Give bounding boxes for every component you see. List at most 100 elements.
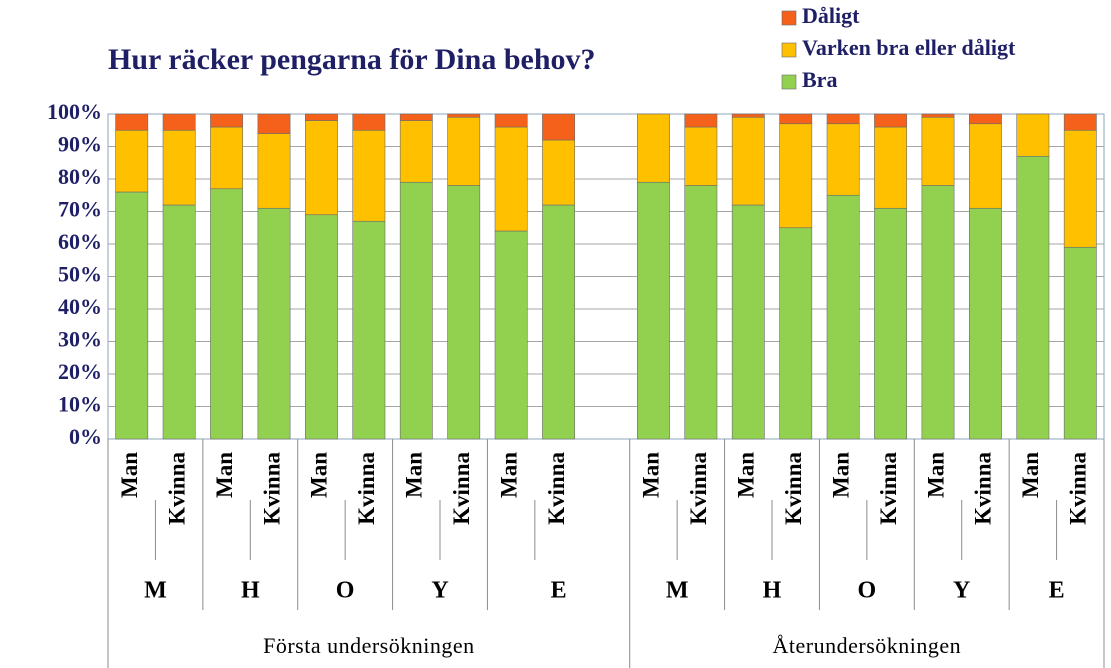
bar-segment [542, 204, 575, 440]
x-tick-label: Kvinna [1066, 452, 1091, 525]
x-tick-label: Man [1018, 452, 1043, 498]
bar-segment [447, 185, 481, 440]
x-tick-label: Kvinna [686, 452, 711, 525]
bar-segment [352, 220, 386, 440]
bar-segment [447, 116, 481, 186]
bar-segment [874, 113, 907, 128]
bar-segment [115, 113, 149, 131]
x-tick-label: Kvinna [544, 452, 569, 525]
group-label: M [144, 578, 167, 604]
bar-segment [305, 214, 338, 440]
super-group-label: Första undersökningen [263, 633, 475, 658]
y-tick-label: 40% [58, 294, 102, 319]
x-tick-label: Man [307, 452, 332, 498]
bar-segment [874, 207, 907, 440]
bar-segment [494, 126, 528, 232]
bar-segment [779, 123, 813, 229]
bar-segment [637, 181, 670, 440]
y-tick-label: 80% [58, 164, 102, 189]
y-tick-label: 100% [47, 99, 102, 124]
bar-segment [210, 113, 243, 128]
bar-segment [305, 113, 338, 121]
legend-label: Bra [802, 67, 837, 92]
x-tick-label: Kvinna [876, 452, 901, 525]
bar-segment [542, 139, 575, 206]
bar-segment [731, 116, 765, 206]
bar-segment [826, 113, 860, 125]
x-tick-label: Man [117, 452, 142, 498]
group-label: H [241, 578, 260, 604]
x-tick-label: Man [402, 452, 427, 498]
bar-segment [684, 113, 718, 128]
bar-segment [162, 113, 196, 131]
bar-segment [826, 194, 860, 440]
group-label: Y [431, 578, 448, 604]
bar-segment [684, 126, 718, 186]
bar-segment [921, 113, 955, 118]
x-tick-label: Kvinna [781, 452, 806, 525]
bar-segment [542, 113, 575, 141]
x-tick-label: Kvinna [971, 452, 996, 525]
legend-label: Dåligt [802, 3, 860, 28]
y-tick-label: 60% [58, 229, 102, 254]
bar-segment [779, 227, 813, 440]
x-tick-label: Man [212, 452, 237, 498]
bar-segment [115, 129, 149, 193]
bar-segment [399, 120, 433, 183]
bar-segment [874, 126, 907, 209]
x-tick-label: Man [639, 452, 664, 498]
super-group-label: Återundersökningen [773, 633, 962, 658]
x-tick-label: Man [828, 452, 853, 498]
group-label: H [763, 578, 782, 604]
y-tick-label: 0% [69, 424, 102, 449]
bar-segment [115, 191, 149, 440]
bar-segment [826, 123, 860, 196]
bar-segment [494, 230, 528, 440]
y-tick-label: 50% [58, 262, 102, 287]
group-label: O [336, 578, 355, 604]
bar-segment [257, 113, 291, 134]
bar-segment [1063, 113, 1097, 131]
bar-segment [399, 113, 433, 121]
y-tick-label: 10% [58, 392, 102, 417]
bar-segment [969, 113, 1002, 125]
bar-segment [684, 185, 718, 440]
bar-segment [1063, 246, 1097, 440]
bar-segment [257, 133, 291, 209]
y-tick-label: 20% [58, 359, 102, 384]
x-tick-label: Man [496, 452, 521, 498]
bar-segment [921, 185, 955, 440]
x-tick-label: Kvinna [449, 452, 474, 525]
bar-segment [352, 113, 386, 131]
y-tick-label: 70% [58, 197, 102, 222]
bar-segment [162, 204, 196, 440]
legend-swatch [781, 42, 797, 58]
group-label: E [1049, 578, 1065, 604]
group-label: E [551, 578, 567, 604]
y-tick-label: 30% [58, 327, 102, 352]
legend-swatch [781, 74, 797, 90]
x-tick-label: Man [734, 452, 759, 498]
bar-segment [779, 113, 813, 125]
legend-label: Varken bra eller dåligt [802, 35, 1016, 60]
x-tick-label: Kvinna [164, 452, 189, 525]
bar-segment [969, 207, 1002, 440]
x-tick-label: Kvinna [259, 452, 284, 525]
x-tick-label: Man [923, 452, 948, 498]
bar-segment [921, 116, 955, 186]
chart-title: Hur räcker pengarna för Dina behov? [108, 43, 596, 76]
plot-frame [107, 113, 1105, 440]
y-tick-label: 90% [58, 132, 102, 157]
bar-segment [1016, 155, 1050, 440]
bar-segment [1063, 129, 1097, 248]
legend-swatch [781, 10, 797, 26]
bar-segment [257, 207, 291, 440]
group-label: Y [953, 578, 970, 604]
bar-segment [305, 120, 338, 216]
bar-segment [494, 113, 528, 128]
bar-segment [731, 113, 765, 118]
x-tick-label: Kvinna [354, 452, 379, 525]
bar-segment [162, 129, 196, 206]
bar-segment [210, 188, 243, 440]
bar-segment [731, 204, 765, 440]
